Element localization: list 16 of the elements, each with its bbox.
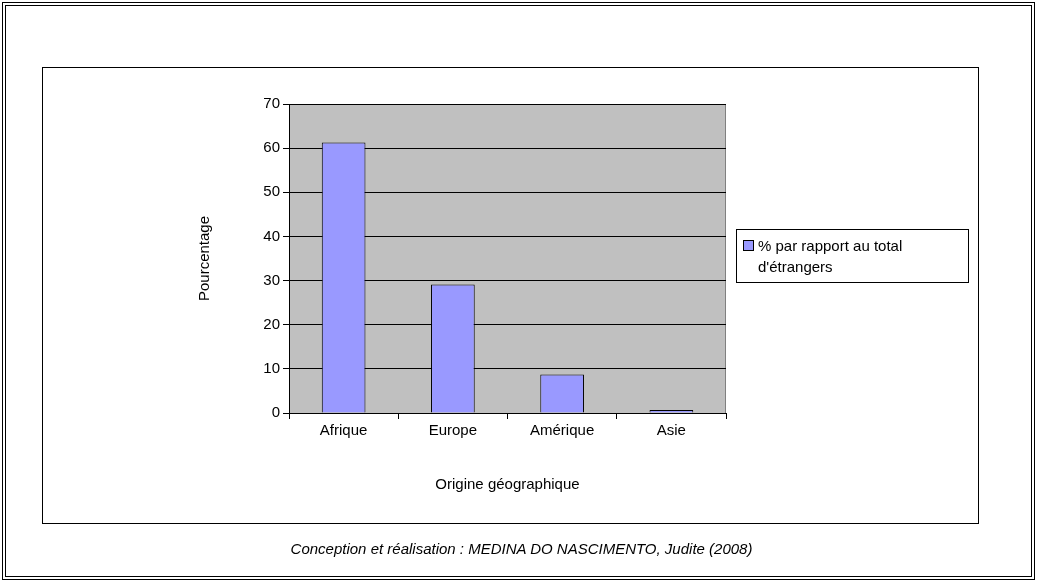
y-axis-title: Pourcentage xyxy=(195,215,213,302)
y-tick-label: 10 xyxy=(263,359,280,376)
y-tick-label: 0 xyxy=(271,403,280,421)
y-tick-label: 60 xyxy=(263,138,280,156)
x-tick-label: Afrique xyxy=(319,421,368,439)
x-axis-title: Origine géographique xyxy=(435,475,580,493)
x-tick-label: Amérique xyxy=(530,421,595,439)
x-tick-label: Asie xyxy=(656,421,686,439)
legend-label: % par rapport au total d'étrangers xyxy=(758,236,904,277)
text: Conception et réalisation : MEDINA DO NASCIMENTO, Judite (2008) xyxy=(289,540,754,557)
y-tick-label: 40 xyxy=(263,226,280,244)
y-tick-label: 50 xyxy=(263,182,280,200)
y-tick-label: 30 xyxy=(263,270,280,288)
y-tick-label: 20 xyxy=(263,314,280,332)
y-tick-label: 70 xyxy=(263,94,280,112)
x-tick-label: Europe xyxy=(428,421,478,439)
